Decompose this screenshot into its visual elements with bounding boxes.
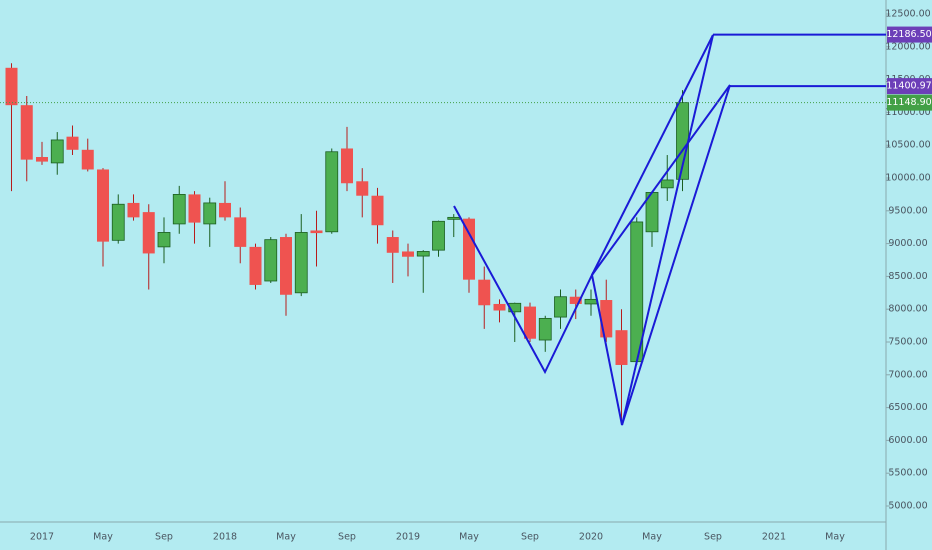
y-tick-label: 7500.00 [888, 337, 927, 348]
candle-body [66, 136, 79, 150]
candle-body [203, 202, 217, 225]
level-label: 11148.90 [886, 97, 931, 108]
x-tick-label: Sep [155, 532, 173, 543]
pattern-line [591, 34, 714, 276]
x-tick-label: May [825, 532, 845, 543]
candle-body [660, 179, 674, 189]
candle-body [402, 251, 414, 257]
x-tick-label: 2018 [213, 532, 237, 543]
y-tick-label: 8500.00 [888, 271, 927, 282]
candle-body [493, 303, 506, 311]
y-tick-label: 6500.00 [888, 402, 927, 413]
level-label-box [887, 26, 932, 43]
y-tick-label: 10000.00 [885, 173, 930, 184]
y-tick-label: 5500.00 [888, 468, 927, 479]
x-tick-label: May [459, 532, 479, 543]
candle-body [569, 296, 582, 304]
y-tick-label: 8000.00 [888, 304, 927, 315]
candle-body [234, 217, 247, 247]
pattern-line [621, 34, 714, 426]
candle-body [172, 193, 186, 225]
candle-body [463, 218, 475, 280]
candle-body [111, 203, 125, 241]
x-tick-label: Sep [521, 532, 539, 543]
x-tick-label: 2019 [396, 532, 420, 543]
candle-body [615, 330, 628, 365]
pattern-line [591, 84, 731, 276]
y-tick-label: 9500.00 [888, 205, 927, 216]
candle-body [356, 181, 369, 196]
y-tick-label: 12500.00 [885, 9, 930, 20]
y-tick-label: 6000.00 [888, 435, 927, 446]
candle-body [264, 239, 278, 282]
x-tick-label: 2021 [762, 532, 786, 543]
candle-body [538, 317, 552, 341]
x-tick-label: 2020 [579, 532, 603, 543]
y-tick-label: 12000.00 [885, 41, 930, 52]
candle-body [249, 246, 262, 285]
level-label-box [887, 94, 932, 111]
level-label-box [887, 78, 932, 95]
x-tick-label: May [93, 532, 113, 543]
candle-body [584, 298, 598, 305]
candle-body [310, 230, 323, 234]
candle-body [478, 279, 491, 306]
candle-body [36, 157, 48, 162]
candle-body [341, 148, 353, 184]
candle-body [524, 306, 536, 339]
candle-body [219, 202, 231, 218]
x-tick-label: Sep [704, 532, 722, 543]
candle-body [157, 232, 171, 248]
candle-body [371, 195, 384, 226]
x-tick-label: May [642, 532, 662, 543]
candle-body [600, 300, 613, 338]
harmonic-pattern [453, 34, 731, 426]
candle-body [447, 216, 461, 220]
candle-body [294, 232, 308, 294]
y-tick-label: 5000.00 [888, 501, 927, 512]
x-tick-label: Sep [338, 532, 356, 543]
y-tick-label: 10500.00 [885, 140, 930, 151]
x-tick-label: 2017 [30, 532, 54, 543]
candle-body [416, 251, 430, 257]
y-tick-label: 7000.00 [888, 369, 927, 380]
candle-body [81, 149, 94, 170]
candle-body [280, 237, 292, 295]
candle-body [127, 202, 140, 218]
y-tick-label: 11000.00 [885, 107, 930, 118]
candle-body [97, 169, 109, 242]
candle-body [20, 105, 33, 160]
candle-body [50, 139, 64, 164]
level-label: 12186.50 [886, 29, 931, 40]
candle-body [142, 212, 155, 254]
candle-body [386, 237, 399, 253]
candle-body [432, 220, 445, 251]
candle-body [554, 296, 567, 318]
level-label: 11400.97 [886, 81, 931, 92]
x-tick-label: May [276, 532, 296, 543]
y-tick-label: 9000.00 [888, 238, 927, 249]
candle-body [188, 194, 201, 223]
candle-body [5, 67, 18, 106]
candle-body [325, 151, 339, 233]
